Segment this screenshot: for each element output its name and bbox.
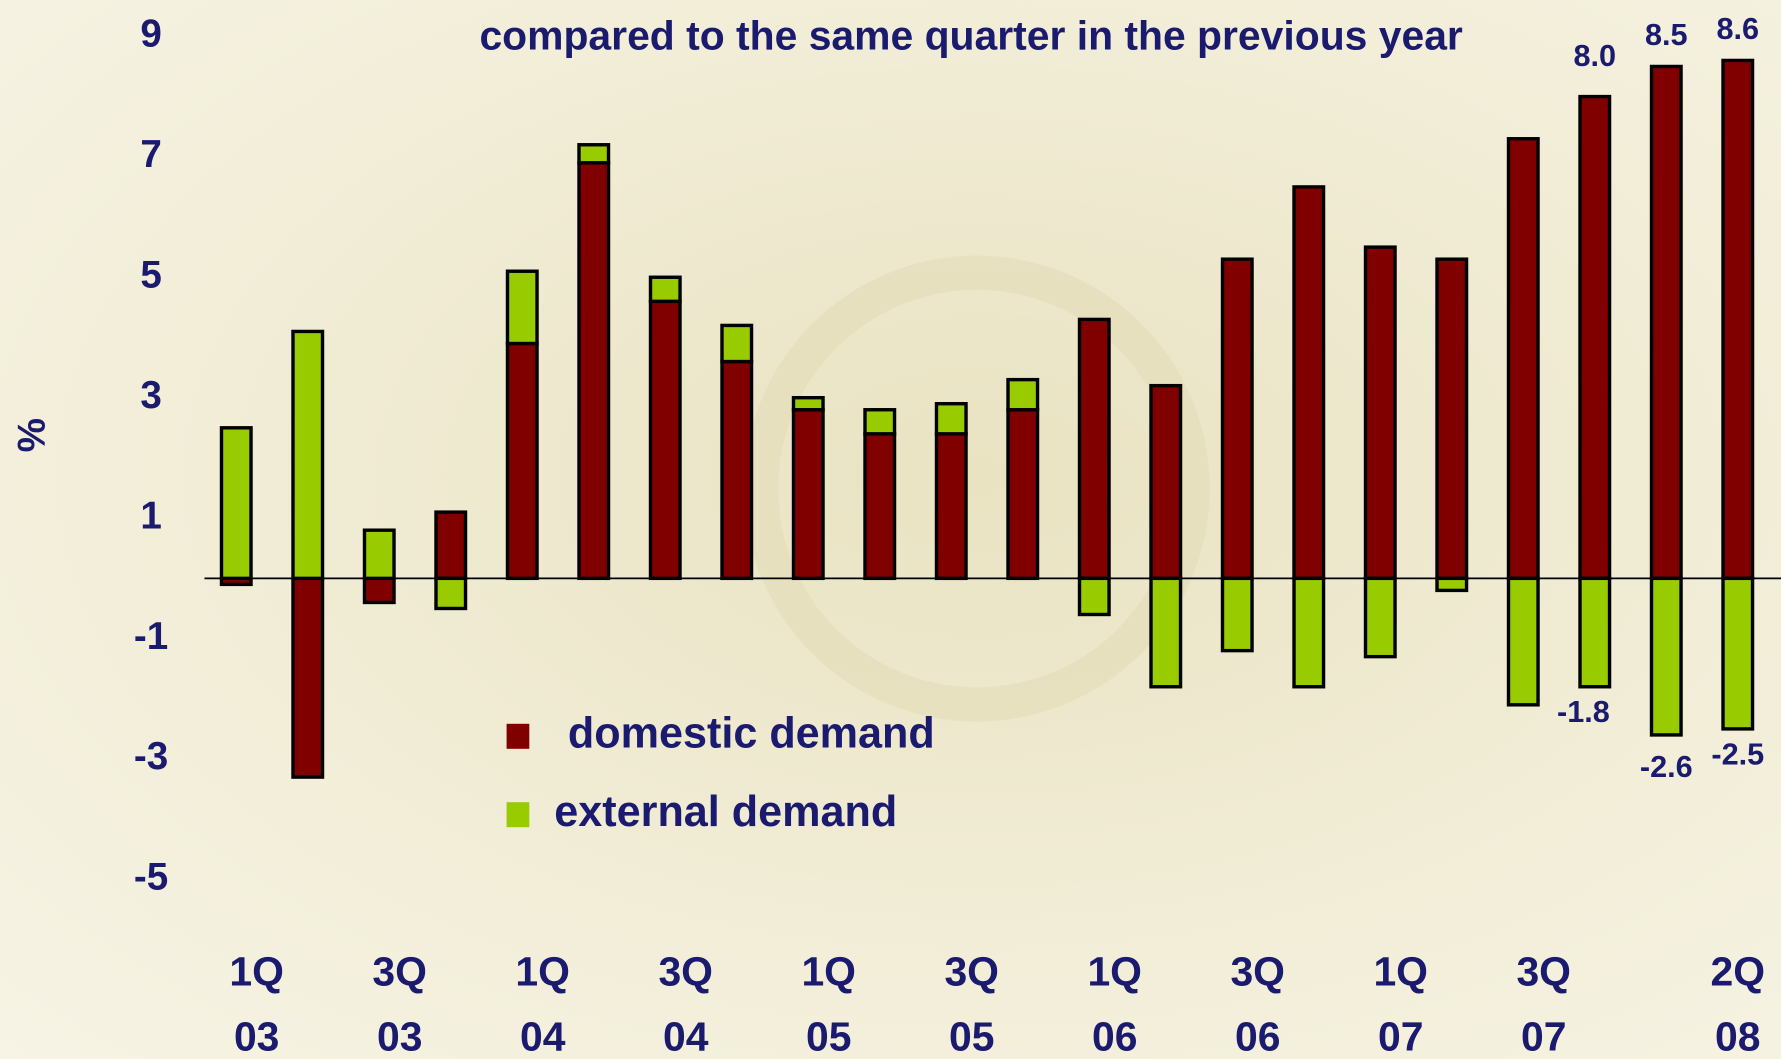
bar-segment bbox=[1721, 58, 1755, 581]
bar-segment bbox=[577, 143, 611, 165]
chart-title: compared to the same quarter in the prev… bbox=[479, 12, 1462, 58]
legend-swatch bbox=[506, 802, 530, 828]
y-tick-label: 1 bbox=[140, 494, 161, 537]
x-tick-label: 04 bbox=[663, 1013, 709, 1059]
bar-segment bbox=[1435, 257, 1469, 581]
x-tick-label: 04 bbox=[520, 1013, 566, 1059]
data-label: -2.5 bbox=[1711, 737, 1764, 771]
data-label: 8.6 bbox=[1716, 12, 1759, 46]
bar-segment bbox=[1506, 137, 1540, 581]
bar-segment bbox=[505, 341, 539, 581]
data-label: -2.6 bbox=[1640, 750, 1693, 784]
bar-segment bbox=[505, 269, 539, 346]
x-tick-label: 3Q bbox=[944, 949, 999, 995]
bar-segment bbox=[1578, 576, 1612, 689]
bar-segment bbox=[362, 528, 396, 581]
bar-segment bbox=[434, 576, 468, 611]
bar-segment bbox=[1220, 576, 1254, 653]
x-tick-label: 05 bbox=[806, 1013, 851, 1059]
bar-segment bbox=[1006, 377, 1040, 412]
bar-segment bbox=[1077, 317, 1111, 581]
bar-segment bbox=[1077, 576, 1111, 617]
x-tick-label: 1Q bbox=[801, 949, 856, 995]
bar-segment bbox=[863, 432, 897, 581]
bar-segment bbox=[648, 299, 682, 581]
bar-segment bbox=[720, 359, 754, 581]
legend-swatch bbox=[506, 723, 530, 749]
x-tick-label: 07 bbox=[1521, 1013, 1566, 1059]
x-tick-label: 03 bbox=[234, 1013, 279, 1059]
bar-segment bbox=[1149, 576, 1183, 689]
bar-segment bbox=[1220, 257, 1254, 581]
x-tick-label: 3Q bbox=[1230, 949, 1285, 995]
y-tick-label: -1 bbox=[134, 615, 168, 658]
x-tick-label: 3Q bbox=[658, 949, 713, 995]
bar-segment bbox=[434, 510, 468, 581]
bar-segment bbox=[1721, 576, 1755, 731]
bar-segment bbox=[362, 576, 396, 605]
y-tick-label: 9 bbox=[140, 13, 161, 56]
x-tick-label: 06 bbox=[1092, 1013, 1137, 1059]
x-tick-label: 2Q bbox=[1711, 949, 1766, 995]
bar-segment bbox=[1363, 576, 1397, 659]
bar-segment bbox=[291, 576, 325, 779]
y-tick-label: 5 bbox=[140, 253, 161, 296]
bar-segment bbox=[1578, 94, 1612, 581]
y-tick-label: -5 bbox=[134, 856, 168, 899]
bar-segment bbox=[934, 402, 968, 436]
x-tick-label: 3Q bbox=[372, 949, 427, 995]
bar-segment bbox=[1006, 408, 1040, 581]
data-label: 8.5 bbox=[1645, 18, 1688, 52]
bar-segment bbox=[648, 275, 682, 304]
x-tick-label: 06 bbox=[1235, 1013, 1280, 1059]
bar-segment bbox=[1363, 245, 1397, 581]
data-label: 8.0 bbox=[1573, 39, 1616, 73]
bar-segment bbox=[1292, 185, 1326, 581]
x-tick-label: 1Q bbox=[515, 949, 570, 995]
y-tick-label: -3 bbox=[134, 735, 168, 778]
bar-segment bbox=[791, 408, 825, 581]
bar-segment bbox=[863, 408, 897, 436]
bar-segment bbox=[1435, 576, 1469, 593]
x-tick-label: 1Q bbox=[1373, 949, 1428, 995]
x-tick-label: 1Q bbox=[229, 949, 284, 995]
background-decoration bbox=[743, 255, 1210, 722]
x-tick-label: 1Q bbox=[1087, 949, 1142, 995]
bar-segment bbox=[1149, 383, 1183, 581]
x-tick-label: 3Q bbox=[1516, 949, 1571, 995]
x-tick-label: 03 bbox=[377, 1013, 422, 1059]
bar-segment bbox=[219, 426, 253, 581]
y-tick-label: 3 bbox=[140, 374, 161, 417]
legend-label: external demand bbox=[554, 788, 897, 836]
bar-segment bbox=[1649, 64, 1683, 581]
bar-segment bbox=[720, 323, 754, 364]
bar-segment bbox=[791, 395, 825, 412]
bar-segment bbox=[1506, 576, 1540, 707]
bar-segment bbox=[577, 161, 611, 581]
data-label: -1.8 bbox=[1557, 695, 1610, 729]
x-tick-label: 07 bbox=[1378, 1013, 1423, 1059]
x-tick-label: 08 bbox=[1715, 1013, 1760, 1059]
bar-segment bbox=[1292, 576, 1326, 689]
y-tick-label: 7 bbox=[140, 133, 161, 176]
y-axis-label: % bbox=[10, 418, 53, 452]
bar-segment bbox=[291, 329, 325, 581]
legend-label: domestic demand bbox=[568, 710, 935, 758]
bar-segment bbox=[934, 432, 968, 581]
x-tick-label: 05 bbox=[949, 1013, 994, 1059]
bar-segment bbox=[1649, 576, 1683, 737]
